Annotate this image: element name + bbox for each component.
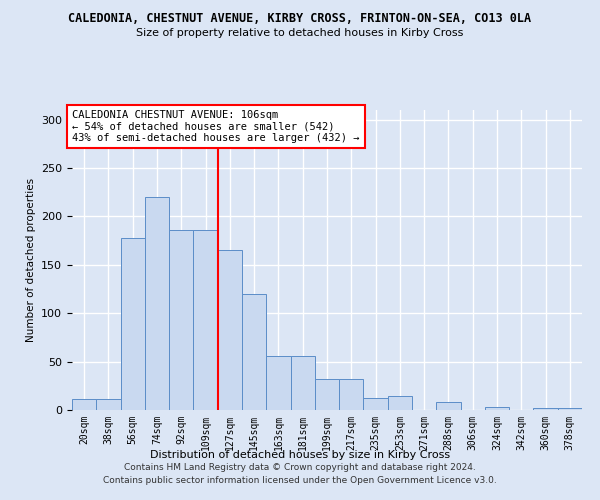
Bar [485,407,509,410]
Text: Contains HM Land Registry data © Crown copyright and database right 2024.
Contai: Contains HM Land Registry data © Crown c… [103,464,497,485]
Bar [364,398,388,410]
Bar [121,238,145,410]
Bar [266,356,290,410]
Bar [339,379,364,410]
Bar [169,230,193,410]
Bar [436,402,461,410]
Bar [72,400,96,410]
Bar [193,230,218,410]
Bar [558,408,582,410]
Bar [242,294,266,410]
Text: CALEDONIA CHESTNUT AVENUE: 106sqm
← 54% of detached houses are smaller (542)
43%: CALEDONIA CHESTNUT AVENUE: 106sqm ← 54% … [72,110,359,143]
Bar [218,250,242,410]
Text: CALEDONIA, CHESTNUT AVENUE, KIRBY CROSS, FRINTON-ON-SEA, CO13 0LA: CALEDONIA, CHESTNUT AVENUE, KIRBY CROSS,… [68,12,532,26]
Bar [96,400,121,410]
Bar [290,356,315,410]
Y-axis label: Number of detached properties: Number of detached properties [26,178,35,342]
Bar [315,379,339,410]
Text: Distribution of detached houses by size in Kirby Cross: Distribution of detached houses by size … [150,450,450,460]
Bar [145,197,169,410]
Bar [533,408,558,410]
Text: Size of property relative to detached houses in Kirby Cross: Size of property relative to detached ho… [136,28,464,38]
Bar [388,396,412,410]
